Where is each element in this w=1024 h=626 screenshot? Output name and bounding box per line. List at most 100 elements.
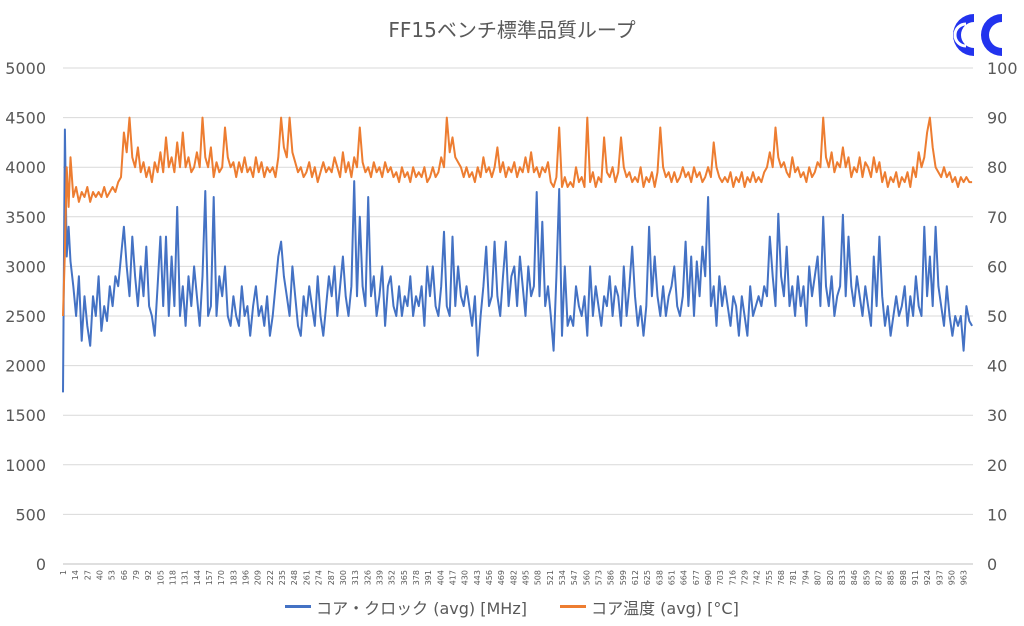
x-tick-label: 105	[156, 570, 165, 585]
x-tick-label: 898	[899, 570, 908, 585]
x-tick-label: 482	[509, 570, 518, 585]
x-tick-label: 469	[497, 570, 506, 585]
x-tick-label: 534	[558, 570, 567, 585]
y-right-tick-label: 70	[987, 208, 1007, 227]
y-left-tick-label: 500	[15, 505, 46, 524]
x-tick-label: 183	[229, 570, 238, 585]
legend-swatch-clock	[285, 605, 312, 608]
x-tick-label: 963	[960, 570, 969, 585]
x-tick-label: 40	[96, 570, 105, 580]
x-tick-label: 794	[801, 570, 810, 585]
y-right-tick-label: 100	[987, 59, 1018, 78]
legend: コア・クロック (avg) [MHz] コア温度 (avg) [°C]	[0, 593, 1024, 619]
legend-label-temp: コア温度 (avg) [°C]	[591, 598, 739, 618]
x-tick-label: 586	[607, 570, 616, 585]
x-tick-label: 807	[814, 570, 823, 585]
x-tick-label: 612	[631, 570, 640, 585]
x-tick-label: 222	[266, 570, 275, 585]
y-left-tick-label: 3500	[5, 208, 46, 227]
x-tick-label: 131	[181, 570, 190, 585]
x-tick-label: 287	[327, 570, 336, 585]
x-tick-label: 664	[680, 570, 689, 585]
y-left-tick-label: 3000	[5, 257, 46, 276]
chart-title: FF15ベンチ標準品質ループ	[388, 18, 636, 42]
y-right-tick-label: 0	[987, 555, 997, 574]
x-tick-label: 833	[838, 570, 847, 585]
y-left-tick-label: 0	[36, 555, 46, 574]
x-tick-label: 456	[485, 570, 494, 585]
x-tick-label: 690	[704, 570, 713, 585]
x-tick-label: 508	[534, 570, 543, 585]
x-tick-label: 27	[83, 570, 92, 580]
x-tick-label: 560	[582, 570, 591, 585]
x-tick-label: 625	[643, 570, 652, 585]
y-left-tick-label: 4000	[5, 158, 46, 177]
x-tick-label: 235	[278, 570, 287, 585]
x-tick-label: 313	[351, 570, 360, 585]
y-left-tick-label: 1500	[5, 406, 46, 425]
y-right-tick-label: 80	[987, 158, 1007, 177]
x-tick-label: 118	[169, 570, 178, 585]
x-tick-label: 274	[315, 570, 324, 585]
x-tick-label: 443	[473, 570, 482, 585]
x-tick-label: 170	[217, 570, 226, 585]
y-right-tick-label: 30	[987, 406, 1007, 425]
y-left-tick-label: 1000	[5, 456, 46, 475]
y-left-tick-label: 4500	[5, 109, 46, 128]
y-right-tick-label: 50	[987, 307, 1007, 326]
x-tick-label: 820	[826, 570, 835, 585]
x-tick-label: 339	[375, 570, 384, 585]
x-tick-label: 209	[254, 570, 263, 585]
x-tick-label: 651	[668, 570, 677, 585]
x-tick-label: 859	[862, 570, 871, 585]
x-tick-label: 378	[412, 570, 421, 585]
x-tick-label: 144	[193, 570, 202, 585]
x-tick-label: 924	[923, 570, 932, 585]
x-tick-label: 937	[935, 570, 944, 585]
x-tick-label: 326	[363, 570, 372, 585]
y-right-tick-label: 90	[987, 109, 1007, 128]
x-tick-label: 677	[692, 570, 701, 585]
x-tick-label: 430	[461, 570, 470, 585]
y-left-tick-label: 5000	[5, 59, 46, 78]
x-tick-label: 495	[521, 570, 530, 585]
series-line-temp	[62, 116, 973, 317]
x-tick-label: 781	[789, 570, 798, 585]
x-tick-label: 716	[728, 570, 737, 585]
y-right-tick-label: 10	[987, 505, 1007, 524]
x-tick-label: 703	[716, 570, 725, 585]
x-tick-label: 521	[546, 570, 555, 585]
x-tick-label: 872	[874, 570, 883, 585]
legend-item-temp: コア温度 (avg) [°C]	[560, 595, 739, 619]
x-tick-label: 885	[887, 570, 896, 585]
x-tick-label: 599	[619, 570, 628, 585]
x-tick-label: 846	[850, 570, 859, 585]
x-tick-label: 352	[388, 570, 397, 585]
x-tick-label: 911	[911, 570, 920, 585]
x-tick-label: 53	[108, 570, 117, 580]
y-left-tick-label: 2500	[5, 307, 46, 326]
x-tick-label: 404	[436, 570, 445, 585]
legend-item-clock: コア・クロック (avg) [MHz]	[285, 595, 527, 619]
x-tick-label: 14	[71, 570, 80, 580]
x-tick-label: 66	[120, 570, 129, 580]
x-tick-label: 248	[290, 570, 299, 585]
x-tick-label: 300	[339, 570, 348, 585]
x-tick-label: 950	[947, 570, 956, 585]
x-tick-label: 196	[242, 570, 251, 585]
x-tick-label: 261	[302, 570, 311, 585]
x-tick-label: 638	[655, 570, 664, 585]
x-tick-label: 365	[400, 570, 409, 585]
legend-label-clock: コア・クロック (avg) [MHz]	[316, 598, 527, 618]
x-tick-label: 573	[595, 570, 604, 585]
x-tick-label: 1	[59, 570, 68, 575]
x-tick-label: 755	[765, 570, 774, 585]
legend-swatch-temp	[560, 605, 587, 608]
x-tick-label: 729	[741, 570, 750, 585]
y-right-tick-label: 20	[987, 456, 1007, 475]
x-tick-label: 417	[448, 570, 457, 585]
y-right-tick-label: 60	[987, 257, 1007, 276]
y-left-tick-label: 2000	[5, 357, 46, 376]
